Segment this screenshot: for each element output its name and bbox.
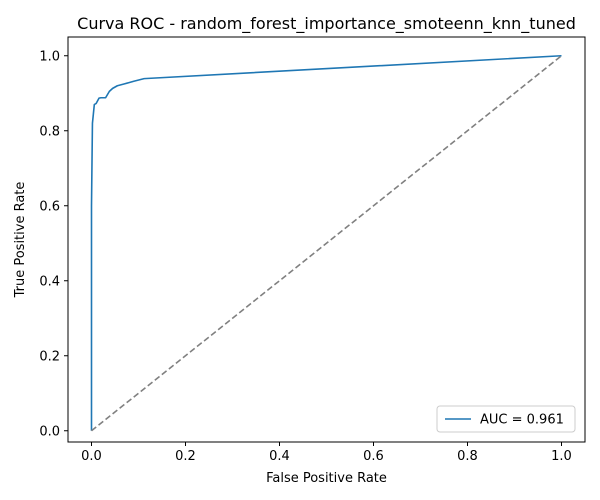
x-axis: 0.0 0.2 0.4 0.6 0.8 1.0 [81,442,572,464]
y-axis-label: True Positive Rate [13,182,28,299]
x-tick-label: 0.6 [363,449,384,464]
chart-title: Curva ROC - random_forest_importance_smo… [77,14,576,34]
y-tick-label: 0.4 [39,274,60,289]
roc-curve-line [90,54,562,431]
y-tick-label: 0.6 [39,199,60,214]
y-tick-label: 1.0 [39,49,60,64]
x-tick-label: 1.0 [551,449,572,464]
x-tick-label: 0.2 [175,449,196,464]
x-tick-label: 0.8 [457,449,478,464]
plot-frame [67,36,586,443]
x-axis-label: False Positive Rate [266,471,387,486]
plot-lines [90,54,562,432]
legend-label: AUC = 0.961 [480,413,564,428]
legend: AUC = 0.961 [436,405,576,433]
y-axis: 0.0 0.2 0.4 0.6 0.8 1.0 [39,49,68,439]
y-tick-label: 0.8 [39,124,60,139]
chance-diagonal-line [91,55,562,432]
x-tick-label: 0.0 [81,449,102,464]
y-tick-label: 0.0 [39,424,60,439]
x-tick-label: 0.4 [269,449,290,464]
legend-box [436,405,576,433]
y-tick-label: 0.2 [39,349,60,364]
